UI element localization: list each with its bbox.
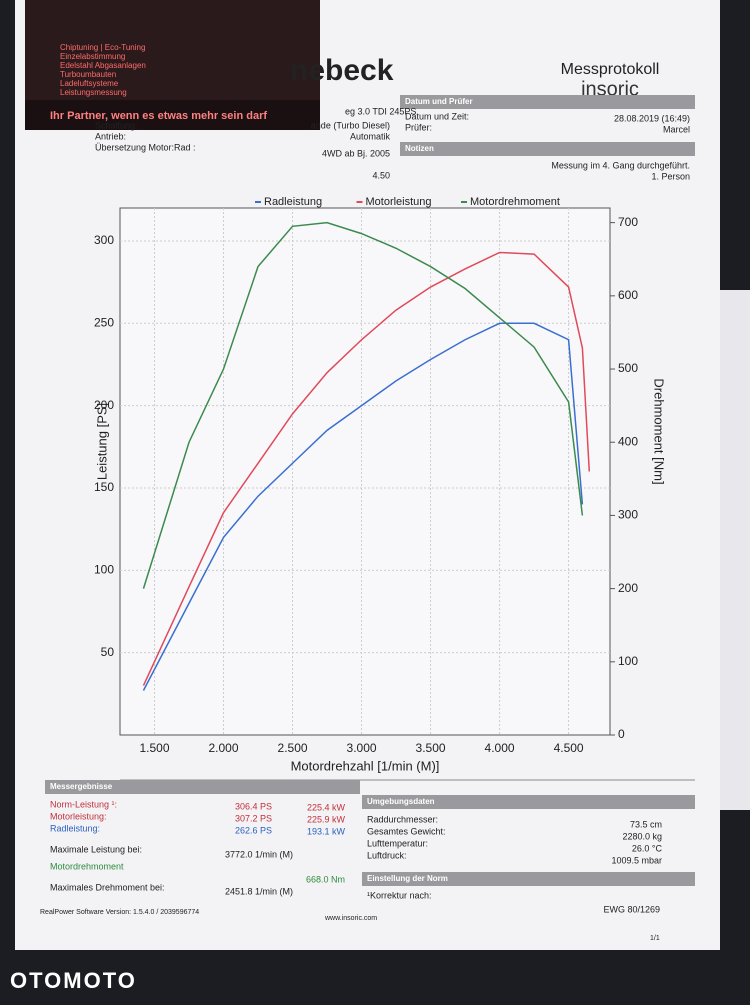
vehicle-value: Automatik — [350, 131, 391, 141]
max-torque-label: Maximales Drehmoment bei: — [50, 882, 165, 892]
vehicle-model: eg 3.0 TDI 245PS — [345, 106, 416, 116]
y-tick-label: 200 — [94, 398, 114, 412]
y-tick-label: 50 — [101, 645, 115, 659]
vehicle-label: Übersetzung Motor:Rad : — [95, 142, 196, 152]
line — [142, 221, 584, 589]
y2-tick-label: 200 — [618, 581, 638, 595]
legend-label: Motorleistung — [366, 196, 432, 208]
vehicle-value: 4WD ab Bj. 2005 — [322, 148, 390, 158]
page-number: 1/1 — [650, 935, 660, 942]
date-value: 28.08.2019 (16:49) — [614, 113, 690, 123]
norm-label: ¹Korrektur nach: — [367, 890, 432, 900]
x-axis-label: Motordrehzahl [1/min (M)] — [291, 758, 440, 773]
ambient-title: Umgebungsdaten — [367, 797, 435, 806]
x-tick-label: 1.500 — [139, 741, 169, 755]
result-label: Motorleistung: — [50, 811, 107, 821]
vehicle-label: Antrieb: — [95, 131, 126, 141]
y-tick-label: 150 — [94, 480, 114, 494]
y2-tick-label: 100 — [618, 654, 638, 668]
legend-label: Radleistung — [264, 196, 322, 208]
result-kw: 225.9 kW — [307, 814, 346, 824]
max-torque-value: 2451.8 1/min (M) — [225, 886, 293, 896]
norm-value: EWG 80/1269 — [603, 904, 660, 914]
plot-area — [119, 207, 611, 736]
sticker-line: Edelstahl Abgasanlagen — [60, 61, 146, 70]
second-paper — [715, 290, 750, 810]
results-title: Messergebnisse — [50, 782, 113, 791]
box-header — [400, 95, 695, 109]
y2-tick-label: 0 — [618, 727, 625, 741]
line — [142, 251, 591, 686]
result-kw: 193.1 kW — [307, 826, 346, 836]
sticker-line: Turboumbauten — [60, 70, 116, 79]
ambient-label: Raddurchmesser: — [367, 814, 438, 824]
legend-label: Motordrehmoment — [470, 196, 560, 208]
watermark: OTOMOTO — [10, 968, 137, 993]
ambient-label: Lufttemperatur: — [367, 838, 428, 848]
x-tick-label: 3.000 — [347, 741, 377, 755]
sticker-slogan: Ihr Partner, wenn es etwas mehr sein dar… — [50, 110, 267, 122]
note: 1. Person — [651, 171, 690, 181]
y2-tick-label: 500 — [618, 361, 638, 375]
x-tick-label: 2.000 — [209, 741, 239, 755]
ambient-value: 2280.0 kg — [622, 831, 662, 841]
sticker-band — [25, 100, 320, 130]
x-tick-label: 3.500 — [416, 741, 446, 755]
ambient-value: 1009.5 mbar — [611, 855, 662, 865]
torque-value: 668.0 Nm — [306, 874, 345, 884]
brand: nebeck — [290, 54, 394, 87]
date-title: Datum und Prüfer — [405, 97, 473, 106]
sticker-line: Einzelabstimmung — [60, 52, 125, 61]
notes-title: Notizen — [405, 144, 434, 153]
x-tick-label: 4.500 — [554, 741, 584, 755]
software: RealPower Software Version: 1.5.4.0 / 20… — [40, 909, 199, 916]
sticker-line: Chiptuning | Eco-Tuning — [60, 43, 145, 52]
line — [142, 322, 584, 691]
x-tick-label: 2.500 — [278, 741, 308, 755]
date-label: Prüfer: — [405, 122, 432, 132]
y2-tick-label: 400 — [618, 434, 638, 448]
date-value: Marcel — [663, 124, 690, 134]
norm-title: Einstellung der Norm — [367, 874, 448, 883]
vehicle-value: ande (Turbo Diesel) — [311, 120, 390, 130]
y2-tick-label: 600 — [618, 288, 638, 302]
box-header — [362, 795, 695, 809]
sticker-line: Leistungsmessung — [60, 88, 127, 97]
url: www.insoric.com — [324, 915, 377, 922]
logo: insoric — [581, 78, 639, 100]
y2-axis-label: Drehmoment [Nm] — [652, 378, 667, 484]
result-kw: 225.4 kW — [307, 802, 346, 812]
note: Messung im 4. Gang durchgeführt. — [551, 160, 690, 170]
ambient-value: 26.0 °C — [632, 843, 663, 853]
result-ps: 262.6 PS — [235, 825, 272, 835]
sticker-line: Ladeluftsysteme — [60, 79, 119, 88]
ambient-value: 73.5 cm — [630, 819, 662, 829]
max-power-label: Maximale Leistung bei: — [50, 844, 142, 854]
y-tick-label: 300 — [94, 233, 114, 247]
ambient-label: Luftdruck: — [367, 850, 407, 860]
x-tick-label: 4.000 — [485, 741, 515, 755]
result-ps: 307.2 PS — [235, 813, 272, 823]
box-header — [400, 142, 695, 156]
result-label: Norm-Leistung ¹: — [50, 799, 117, 809]
date-label: Datum und Zeit: — [405, 111, 469, 121]
y2-tick-label: 300 — [618, 508, 638, 522]
protocol: Messprotokoll — [561, 61, 660, 78]
ambient-label: Gesamtes Gewicht: — [367, 826, 446, 836]
torque-label: Motordrehmoment — [50, 861, 124, 871]
box-header — [362, 872, 695, 886]
y-tick-label: 250 — [94, 315, 114, 329]
y-axis-label: Leistung [PS] — [94, 403, 109, 480]
result-ps: 306.4 PS — [235, 801, 272, 811]
vehicle-label: Schaltung: — [95, 120, 138, 130]
result-label: Radleistung: — [50, 823, 100, 833]
vehicle-ratio: 4.50 — [372, 170, 390, 180]
y-tick-label: 100 — [94, 562, 114, 576]
box-header — [45, 780, 360, 794]
max-power-value: 3772.0 1/min (M) — [225, 849, 293, 859]
y2-tick-label: 700 — [618, 215, 638, 229]
